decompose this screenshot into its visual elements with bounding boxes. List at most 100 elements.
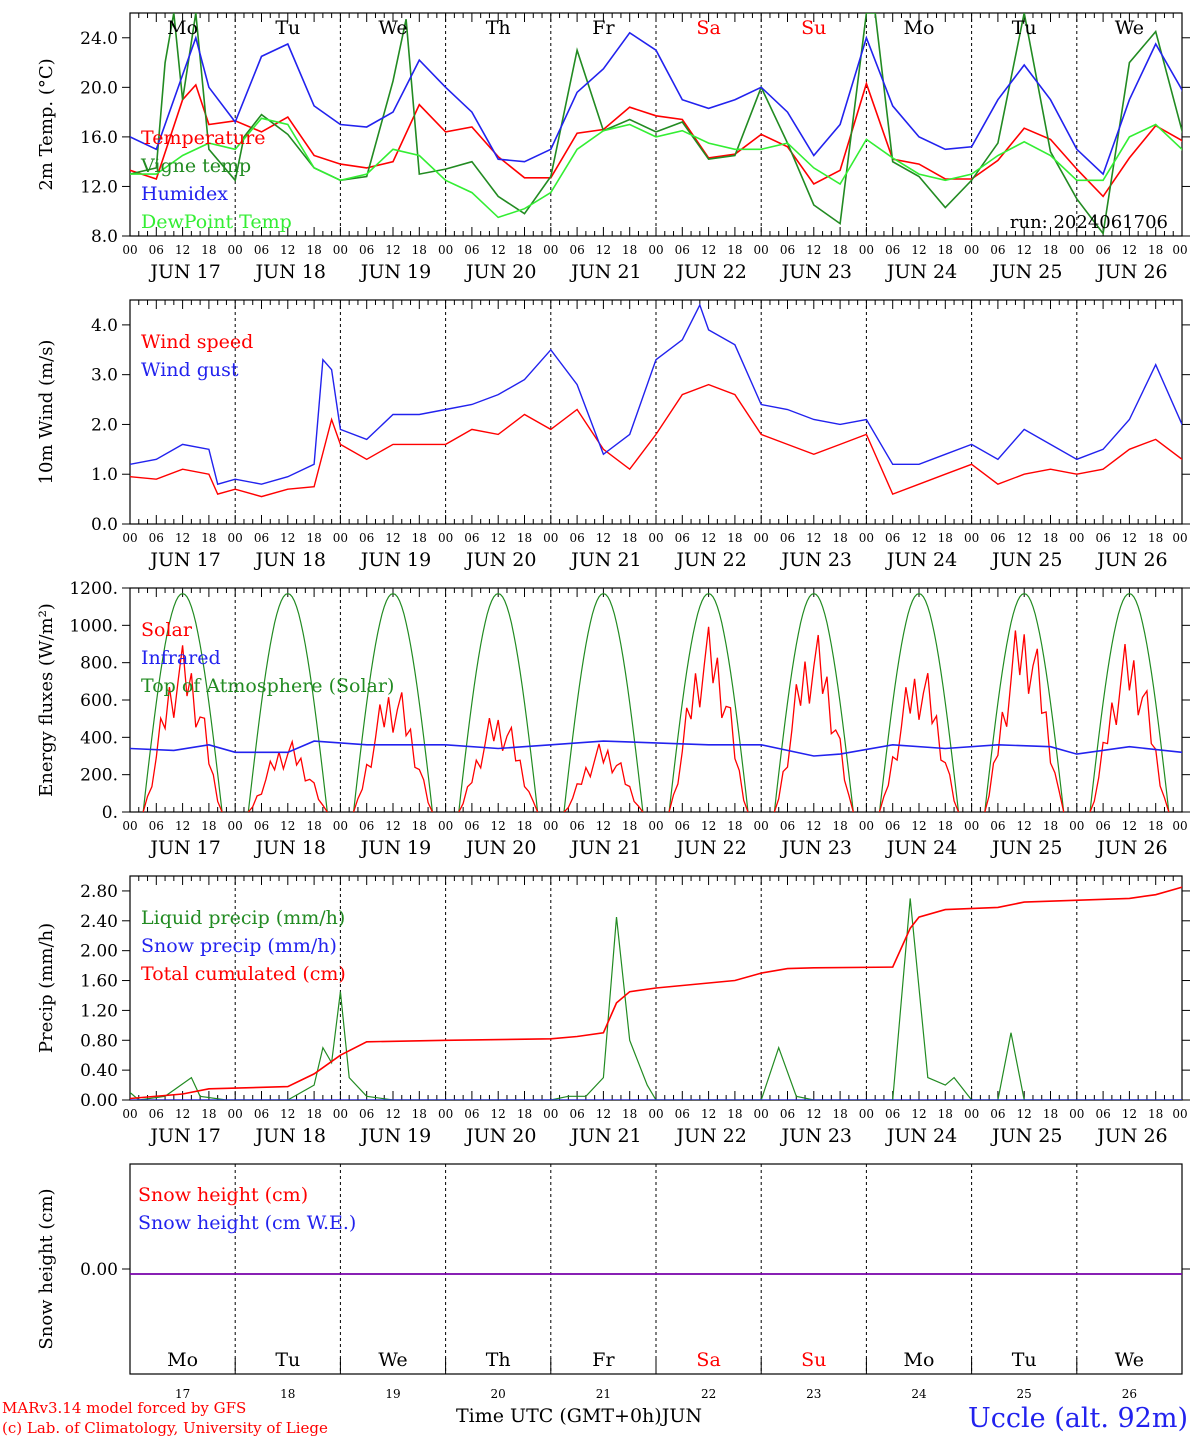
hour-tick-label: 12 <box>491 243 506 257</box>
hour-tick-label: 00 <box>859 243 874 257</box>
y-tick-label: 1.0 <box>91 465 118 485</box>
hour-tick-label: 00 <box>438 1107 453 1121</box>
y-tick-label: 12.0 <box>80 177 118 197</box>
y-tick-label: 1000. <box>69 616 118 636</box>
hour-tick-label: 18 <box>622 819 637 833</box>
y-tick-label: 0.40 <box>80 1061 118 1081</box>
date-label: JUN 20 <box>464 549 536 571</box>
hour-tick-label: 06 <box>675 243 690 257</box>
date-label: JUN 22 <box>674 837 746 859</box>
hour-tick-label: 12 <box>596 531 611 545</box>
hour-tick-label: 06 <box>464 1107 479 1121</box>
series-toa-day <box>247 592 328 812</box>
series-toa-day <box>878 592 960 812</box>
hour-tick-label: 00 <box>543 1107 558 1121</box>
hour-tick-label: 18 <box>1043 1107 1058 1121</box>
hour-tick-label: 12 <box>1017 1107 1032 1121</box>
series-solar-day <box>142 645 223 812</box>
hour-tick-label: 00 <box>859 531 874 545</box>
y-tick-label: 0.00 <box>80 1091 118 1111</box>
y-tick-label: 2.80 <box>80 882 118 902</box>
y-axis-label: Precip (mm/h) <box>36 923 57 1053</box>
date-label: JUN 17 <box>148 549 220 571</box>
hour-tick-label: 06 <box>780 819 795 833</box>
day-number-label: 25 <box>1017 1387 1032 1401</box>
y-axis-label: 10m Wind (m/s) <box>36 340 57 485</box>
panel-0: 00 06 12 18 00 06 12 18 00 06 12 18 00 06 12 18 00 06 12 18… <box>36 12 1190 283</box>
date-label: JUN 19 <box>359 837 431 859</box>
day-number-label: 20 <box>491 1387 506 1401</box>
y-tick-label: 0.80 <box>80 1031 118 1051</box>
hour-tick-label: 18 <box>412 1107 427 1121</box>
hour-tick-label: 06 <box>464 243 479 257</box>
weekday-label: Mo <box>167 1349 198 1371</box>
plot-frame <box>129 299 1183 525</box>
panel-2: 00 06 12 18 00 06 12 18 00 06 12 18 00 06 12 18 00 06 12 18… <box>36 579 1190 859</box>
hour-tick-label: 12 <box>175 243 190 257</box>
series-toa-day <box>1089 592 1170 812</box>
y-tick-label: 0. <box>102 803 118 823</box>
y-tick-label: 4.0 <box>91 316 118 336</box>
date-label: JUN 21 <box>569 1125 641 1147</box>
hour-tick-label: 12 <box>175 1107 190 1121</box>
hour-tick-label: 00 <box>333 819 348 833</box>
hour-tick-label: 06 <box>780 531 795 545</box>
hour-tick-label: 06 <box>885 1107 900 1121</box>
hour-tick-label: 00 <box>1069 1107 1084 1121</box>
series-infrared <box>130 740 1182 757</box>
hour-tick-label: 12 <box>385 1107 400 1121</box>
y-tick-label: 24.0 <box>80 29 118 49</box>
hour-tick-label: 00 <box>333 531 348 545</box>
hour-tick-label: 12 <box>385 243 400 257</box>
legend-entry: Humidex <box>141 183 228 205</box>
hour-tick-label: 06 <box>359 1107 374 1121</box>
hour-tick-label: 12 <box>806 1107 821 1121</box>
date-label: JUN 25 <box>990 549 1062 571</box>
hour-tick-label: 18 <box>832 243 847 257</box>
hour-tick-label: 12 <box>806 243 821 257</box>
hour-tick-label: 00 <box>964 819 979 833</box>
series-solar-day <box>668 626 749 812</box>
day-number-label: 24 <box>911 1387 927 1401</box>
hour-tick-label: 06 <box>885 819 900 833</box>
date-label: JUN 21 <box>569 837 641 859</box>
hour-tick-label: 12 <box>385 819 400 833</box>
hour-tick-label: 06 <box>149 819 164 833</box>
date-label: JUN 20 <box>464 837 536 859</box>
date-label: JUN 20 <box>464 1125 536 1147</box>
hour-tick-label: 18 <box>412 243 427 257</box>
weekday-label: Mo <box>904 17 935 39</box>
hour-tick-label: 06 <box>885 243 900 257</box>
hour-tick-label: 06 <box>885 531 900 545</box>
hour-tick-label: 00 <box>964 531 979 545</box>
hour-tick-label: 00 <box>543 819 558 833</box>
lab-credit: (c) Lab. of Climatology, University of L… <box>2 1419 328 1437</box>
hour-tick-label: 18 <box>727 819 742 833</box>
weekday-label: Su <box>801 17 826 39</box>
hour-tick-label: 06 <box>149 531 164 545</box>
hour-tick-label: 12 <box>175 819 190 833</box>
date-label: JUN 24 <box>885 837 957 859</box>
date-label: JUN 26 <box>1095 1125 1167 1147</box>
hour-tick-label: 12 <box>1017 819 1032 833</box>
hour-tick-label: 18 <box>832 531 847 545</box>
hour-tick-label: 12 <box>911 531 926 545</box>
hour-tick-label: 06 <box>1095 819 1110 833</box>
hour-tick-label: 18 <box>1043 819 1058 833</box>
hour-tick-label: 06 <box>990 819 1005 833</box>
hour-tick-label: 18 <box>727 531 742 545</box>
weekday-label: Mo <box>904 1349 935 1371</box>
plot-frame <box>129 587 1183 813</box>
date-label: JUN 25 <box>990 1125 1062 1147</box>
date-label: JUN 23 <box>780 549 852 571</box>
hour-tick-label: 18 <box>622 243 637 257</box>
series-toa-day <box>563 592 644 812</box>
hour-tick-label: 06 <box>569 243 584 257</box>
hour-tick-label: 06 <box>254 819 269 833</box>
hour-tick-label: 00 <box>648 1107 663 1121</box>
y-axis-label: Snow height (cm) <box>36 1188 57 1349</box>
date-label: JUN 26 <box>1095 261 1167 283</box>
weekday-label: Th <box>486 17 511 39</box>
hour-tick-label: 00 <box>648 243 663 257</box>
hour-tick-label: 18 <box>1043 243 1058 257</box>
